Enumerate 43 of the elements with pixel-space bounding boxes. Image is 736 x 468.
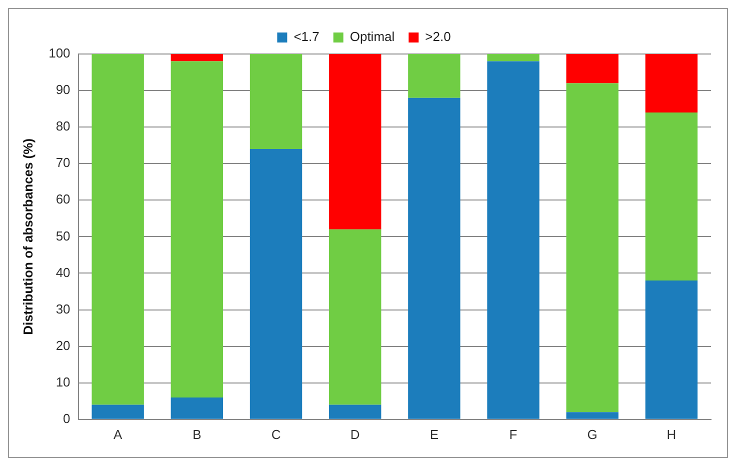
x-tick-label: H — [666, 426, 676, 442]
x-tick-label: D — [350, 426, 360, 442]
x-tick-label: F — [509, 426, 518, 442]
bar — [566, 54, 618, 84]
bar — [170, 54, 224, 62]
legend-label: >2.0 — [425, 29, 451, 44]
bar — [487, 54, 540, 62]
y-tick-label: 60 — [56, 192, 70, 207]
bar — [487, 61, 540, 419]
bar — [645, 112, 698, 281]
bar — [408, 54, 460, 98]
y-tick-label: 20 — [56, 338, 70, 353]
y-tick-label: 100 — [48, 46, 70, 61]
bar — [250, 54, 302, 150]
x-tick-label: B — [192, 426, 202, 442]
bar — [250, 149, 302, 419]
x-tick-label: E — [430, 426, 439, 442]
bar — [645, 280, 698, 419]
y-tick-label: 10 — [56, 374, 70, 390]
y-tick-label: 0 — [63, 410, 70, 426]
x-tick-label: G — [587, 426, 598, 442]
x-tick-label: A — [114, 426, 122, 442]
legend-label: <1.7 — [294, 29, 320, 44]
y-tick-label: 50 — [56, 228, 70, 244]
y-tick-label: 30 — [56, 301, 70, 316]
bar — [566, 412, 618, 419]
bar — [329, 54, 382, 230]
legend-label: Optimal — [350, 29, 395, 44]
bar — [92, 404, 144, 419]
bar — [329, 404, 382, 419]
x-tick-label: C — [271, 426, 281, 442]
bar — [566, 83, 618, 412]
bar — [408, 98, 460, 419]
y-axis-title: Distribution of absorbances (%) — [20, 138, 36, 335]
bar — [92, 54, 144, 405]
y-tick-label: 80 — [56, 118, 70, 134]
y-tick-label: 70 — [56, 155, 70, 170]
y-tick-label: 90 — [56, 82, 70, 98]
y-tick-label: 40 — [56, 264, 70, 280]
bar — [329, 229, 382, 405]
bar — [170, 61, 224, 398]
bar — [645, 54, 698, 112]
bar — [170, 397, 224, 419]
